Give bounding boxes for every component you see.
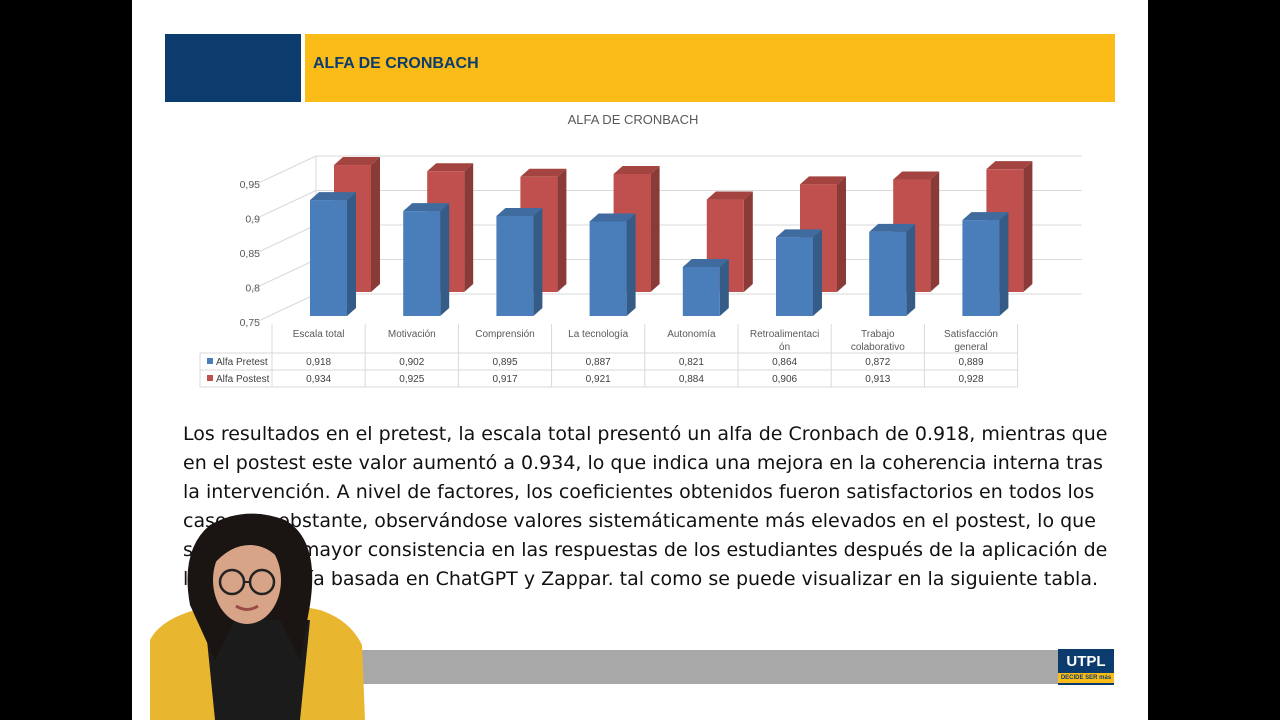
category-label: Escala total xyxy=(293,329,345,340)
header-blue-block xyxy=(165,34,301,102)
data-label: 0,928 xyxy=(958,374,983,385)
category-label: La tecnología xyxy=(568,329,628,340)
bar-pretest xyxy=(776,237,813,316)
gridline-diagonal xyxy=(251,293,317,325)
gridline-diagonal xyxy=(251,224,317,256)
bar-pretest-side xyxy=(533,207,543,316)
bar-pretest-side xyxy=(626,213,636,316)
results-paragraph: Los resultados en el pretest, la escala … xyxy=(183,423,1108,590)
bar-pretest xyxy=(403,211,441,316)
data-label: 0,934 xyxy=(306,374,331,385)
data-label: 0,889 xyxy=(958,357,983,368)
y-tick-label: 0,9 xyxy=(245,214,260,226)
bar-pretest-side xyxy=(719,259,729,316)
category-label: general xyxy=(954,342,987,353)
bar-pretest xyxy=(310,200,347,316)
gridline-diagonal xyxy=(251,155,317,187)
category-label: Motivación xyxy=(388,329,436,340)
gridline-diagonal xyxy=(251,190,317,221)
bar-postest-top xyxy=(986,161,1033,170)
logo-text: UTPL xyxy=(1066,653,1106,670)
bar-postest-top xyxy=(800,176,846,185)
bar-postest-side xyxy=(743,191,753,292)
bar-pretest-top xyxy=(869,223,916,232)
data-label: 0,918 xyxy=(306,357,331,368)
bar-pretest xyxy=(496,215,534,316)
bar-pretest-top xyxy=(403,203,450,212)
bar-postest-top xyxy=(334,157,380,166)
header-bar: ALFA DE CRONBACH xyxy=(305,34,1115,102)
bar-pretest-top xyxy=(962,212,1009,221)
bar-pretest xyxy=(589,221,627,316)
data-label: 0,864 xyxy=(772,357,797,368)
bar-postest-top xyxy=(613,166,660,175)
bar-pretest-top xyxy=(310,192,356,201)
bar-pretest-top xyxy=(496,207,543,216)
bar-pretest-side xyxy=(906,223,916,316)
category-label: Retroalimentaci xyxy=(750,329,819,340)
logo-tagline: DECIDE SER más xyxy=(1058,673,1114,683)
data-label: 0,917 xyxy=(492,374,517,385)
bar-postest-top xyxy=(893,171,940,180)
bar-pretest-side xyxy=(347,192,356,316)
y-tick-label: 0,75 xyxy=(240,317,261,329)
bar-postest-top xyxy=(706,191,753,200)
legend-label: Alfa Pretest xyxy=(216,357,268,368)
bar-postest-top xyxy=(427,163,474,172)
data-label: 0,821 xyxy=(679,357,704,368)
footer-bar xyxy=(302,650,1062,684)
bar-postest-side xyxy=(371,157,380,292)
data-label: 0,913 xyxy=(865,374,890,385)
data-label: 0,887 xyxy=(586,357,611,368)
data-label: 0,925 xyxy=(399,374,424,385)
bar-pretest-top xyxy=(776,229,822,238)
y-tick-label: 0,85 xyxy=(240,248,261,260)
data-label: 0,906 xyxy=(772,374,797,385)
category-label: Comprensión xyxy=(475,329,534,340)
bar-postest-side xyxy=(464,163,474,292)
bar-postest-side xyxy=(1023,161,1033,292)
utpl-logo: UTPL DECIDE SER más xyxy=(1058,649,1114,685)
bar-postest-side xyxy=(837,176,846,292)
bar-pretest-side xyxy=(813,229,822,316)
data-label: 0,921 xyxy=(586,374,611,385)
data-label: 0,884 xyxy=(679,374,704,385)
category-label: Trabajo xyxy=(861,329,895,340)
bar-pretest xyxy=(962,220,1000,316)
bar-pretest-side xyxy=(440,203,450,316)
category-label: Autonomía xyxy=(667,329,716,340)
category-label: ón xyxy=(779,342,790,353)
header-title: ALFA DE CRONBACH xyxy=(313,55,479,72)
chart-title: ALFA DE CRONBACH xyxy=(568,112,699,127)
gridline-diagonal xyxy=(251,259,317,290)
bar-postest-side xyxy=(930,171,940,292)
bar-pretest xyxy=(682,267,720,316)
legend-swatch xyxy=(207,375,213,381)
category-label: colaborativo xyxy=(851,342,905,353)
data-label: 0,902 xyxy=(399,357,424,368)
bar-postest-top xyxy=(520,168,567,177)
bar-postest-side xyxy=(557,168,567,292)
legend-swatch xyxy=(207,358,213,364)
data-label: 0,895 xyxy=(492,357,517,368)
category-label: Satisfacción xyxy=(944,329,998,340)
cronbach-chart: ALFA DE CRONBACH 0,75 0,8 0,85 0,9 0,95 Escala… xyxy=(199,112,1082,388)
y-tick-label: 0,95 xyxy=(240,179,261,191)
legend-label: Alfa Postest xyxy=(216,374,270,385)
data-label: 0,872 xyxy=(865,357,890,368)
y-tick-label: 0,8 xyxy=(245,283,260,295)
bar-pretest-top xyxy=(682,259,729,268)
bar-postest-side xyxy=(650,166,660,292)
bar-pretest-side xyxy=(999,212,1009,316)
bar-pretest xyxy=(869,231,907,316)
bar-pretest-top xyxy=(589,213,636,222)
presenter-video-overlay xyxy=(150,513,365,720)
